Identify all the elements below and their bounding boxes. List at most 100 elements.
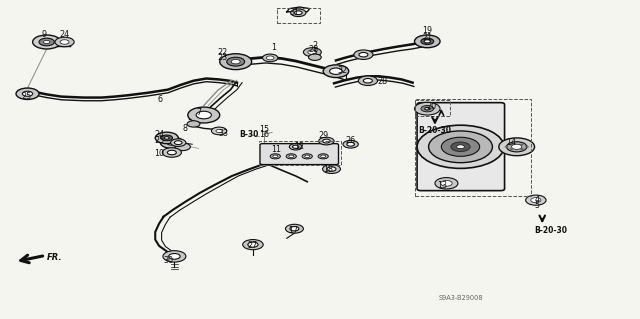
Circle shape [290,226,299,231]
Text: 20: 20 [427,102,437,111]
Circle shape [509,144,513,145]
Bar [415,100,450,116]
FancyBboxPatch shape [417,103,504,191]
Circle shape [163,251,186,262]
Circle shape [425,108,430,110]
Circle shape [60,40,69,44]
Circle shape [231,59,240,64]
Circle shape [347,142,355,146]
Circle shape [262,54,278,62]
Circle shape [308,54,321,60]
Circle shape [196,111,211,119]
Circle shape [44,41,50,44]
Text: 21: 21 [422,33,433,42]
Text: 14: 14 [507,137,516,146]
Circle shape [421,38,434,45]
Circle shape [156,132,178,144]
Text: 25: 25 [21,92,31,101]
Text: 28: 28 [378,77,388,86]
Circle shape [168,150,176,155]
Circle shape [164,137,170,139]
Circle shape [171,139,186,146]
Circle shape [308,50,317,54]
Circle shape [167,140,177,145]
Circle shape [421,106,434,112]
Circle shape [417,125,504,168]
Circle shape [415,102,440,115]
Circle shape [499,138,534,156]
Text: 4: 4 [534,195,540,204]
Bar [415,99,531,196]
Circle shape [211,127,227,135]
Circle shape [424,40,431,43]
Circle shape [294,11,302,15]
Circle shape [291,9,306,17]
Circle shape [286,154,296,159]
Circle shape [435,178,458,189]
Circle shape [243,240,263,250]
Circle shape [33,35,61,49]
Circle shape [39,38,54,46]
Bar [259,141,341,165]
Text: 17: 17 [288,226,298,234]
Circle shape [289,144,302,150]
Text: 11: 11 [271,145,282,154]
Text: 16: 16 [259,130,269,138]
Circle shape [415,35,440,48]
Circle shape [359,52,368,57]
Text: 18: 18 [323,165,333,174]
Text: B-20-30: B-20-30 [419,126,451,135]
Circle shape [292,145,299,148]
Text: 3: 3 [311,47,316,56]
Circle shape [506,142,527,152]
Bar [276,8,320,23]
Text: S9A3-B29008: S9A3-B29008 [438,295,483,301]
Text: 13: 13 [438,181,447,190]
Circle shape [354,50,373,59]
Text: 9: 9 [42,30,47,39]
Text: 15: 15 [259,124,269,134]
Circle shape [303,48,321,56]
Text: 6: 6 [158,95,163,104]
Circle shape [289,155,294,158]
Circle shape [163,148,181,157]
Text: 30: 30 [163,256,173,265]
Text: 31: 31 [289,8,300,17]
Circle shape [16,88,39,100]
Text: 7: 7 [196,108,201,117]
Circle shape [174,141,182,145]
Circle shape [220,54,252,70]
Circle shape [175,143,190,151]
Circle shape [442,137,479,156]
Circle shape [270,154,280,159]
Circle shape [343,140,358,148]
Text: 28: 28 [308,45,319,55]
Circle shape [520,148,524,150]
Circle shape [323,139,330,143]
Circle shape [55,37,74,47]
Circle shape [520,144,524,145]
Circle shape [451,142,470,152]
Text: 1: 1 [271,43,276,52]
Circle shape [248,242,258,247]
Circle shape [227,57,244,66]
Text: 25: 25 [154,136,164,145]
Circle shape [504,146,508,148]
Text: FR.: FR. [47,253,63,262]
Text: 12: 12 [294,142,305,151]
Circle shape [216,129,222,132]
Circle shape [161,135,173,141]
Circle shape [531,197,541,203]
Circle shape [319,137,334,145]
Text: 8: 8 [183,124,188,133]
Circle shape [285,224,303,233]
Text: 29: 29 [318,131,328,140]
Circle shape [511,144,522,149]
Circle shape [318,154,328,159]
Circle shape [358,76,378,85]
Text: 2: 2 [312,41,317,50]
Text: 32: 32 [338,66,348,75]
Text: 23: 23 [217,53,227,62]
Circle shape [327,167,336,171]
Circle shape [187,121,200,127]
